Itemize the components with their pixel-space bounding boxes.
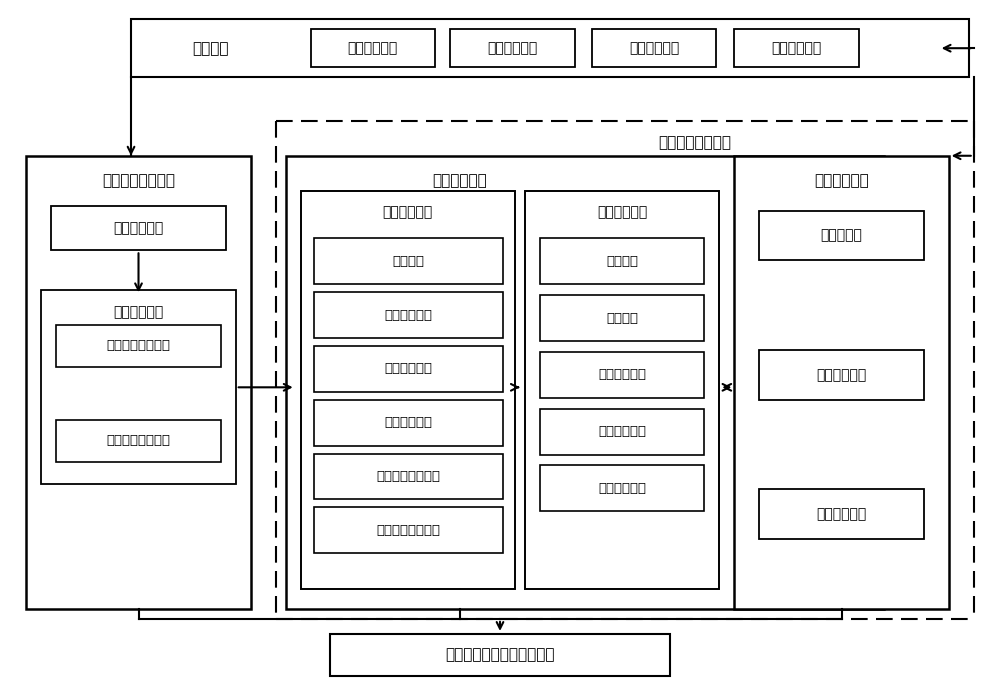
Text: 实际物流信息系统: 实际物流信息系统 (102, 173, 175, 188)
Bar (286, 156, 884, 609)
Text: 人工货主: 人工货主 (606, 255, 638, 268)
Text: 环境信息模型: 环境信息模型 (384, 416, 432, 429)
Text: 人工司机: 人工司机 (606, 311, 638, 324)
Bar (314, 454, 503, 499)
Bar (314, 507, 503, 553)
Bar (314, 238, 503, 284)
Bar (540, 295, 704, 341)
Text: 数据驱动模块: 数据驱动模块 (816, 507, 867, 521)
Bar (540, 408, 704, 455)
Text: 人工物流企业: 人工物流企业 (598, 482, 646, 495)
Text: 最优路线优化: 最优路线优化 (487, 41, 538, 55)
Bar (26, 156, 251, 609)
Bar (759, 490, 924, 539)
Bar (51, 206, 226, 251)
Text: 人工物流信息系统: 人工物流信息系统 (658, 135, 731, 150)
Bar (759, 210, 924, 260)
Bar (301, 191, 515, 589)
Text: 平行执行: 平行执行 (193, 41, 229, 56)
Bar (314, 346, 503, 392)
Bar (330, 634, 670, 675)
Text: 情景与交互可视化信息平台: 情景与交互可视化信息平台 (445, 647, 555, 663)
Bar (56, 325, 221, 367)
Bar (41, 290, 236, 484)
Bar (314, 400, 503, 445)
Bar (56, 419, 221, 462)
Text: 物流企业员工行为: 物流企业员工行为 (376, 524, 440, 537)
Text: 数据解析系统: 数据解析系统 (433, 173, 487, 188)
Bar (734, 156, 949, 609)
Bar (540, 352, 704, 398)
Text: 计算实验系统: 计算实验系统 (814, 173, 869, 188)
Bar (311, 29, 435, 67)
Bar (314, 292, 503, 338)
Text: 物流企业管理模型: 物流企业管理模型 (376, 470, 440, 483)
Bar (540, 466, 704, 512)
Text: 并行计算模块: 并行计算模块 (816, 368, 867, 382)
Text: 数据采集模块: 数据采集模块 (113, 221, 164, 235)
Bar (540, 238, 704, 284)
Text: 司机模型: 司机模型 (392, 255, 424, 268)
Text: 物理因素数据单元: 物理因素数据单元 (107, 339, 171, 352)
Text: 人工物流过程: 人工物流过程 (598, 368, 646, 381)
Text: 企业管理优化: 企业管理优化 (772, 41, 822, 55)
Bar (450, 29, 575, 67)
Bar (592, 29, 716, 67)
Text: 社会因素数据单元: 社会因素数据单元 (107, 434, 171, 447)
Text: 数据存储单元: 数据存储单元 (597, 206, 647, 219)
Text: 车货匹配优化: 车货匹配优化 (348, 41, 398, 55)
Text: 车货供需分析: 车货供需分析 (629, 41, 679, 55)
Bar (759, 350, 924, 400)
Text: 数据解析单元: 数据解析单元 (383, 206, 433, 219)
Text: 货物信息模型: 货物信息模型 (384, 363, 432, 376)
Bar (525, 191, 719, 589)
Text: 云计算模块: 云计算模块 (821, 228, 862, 242)
Text: 车辆信息模型: 车辆信息模型 (384, 309, 432, 322)
Text: 数据存储模块: 数据存储模块 (113, 305, 164, 319)
Text: 人工路线规划: 人工路线规划 (598, 425, 646, 438)
Bar (734, 29, 859, 67)
Bar (131, 19, 969, 77)
